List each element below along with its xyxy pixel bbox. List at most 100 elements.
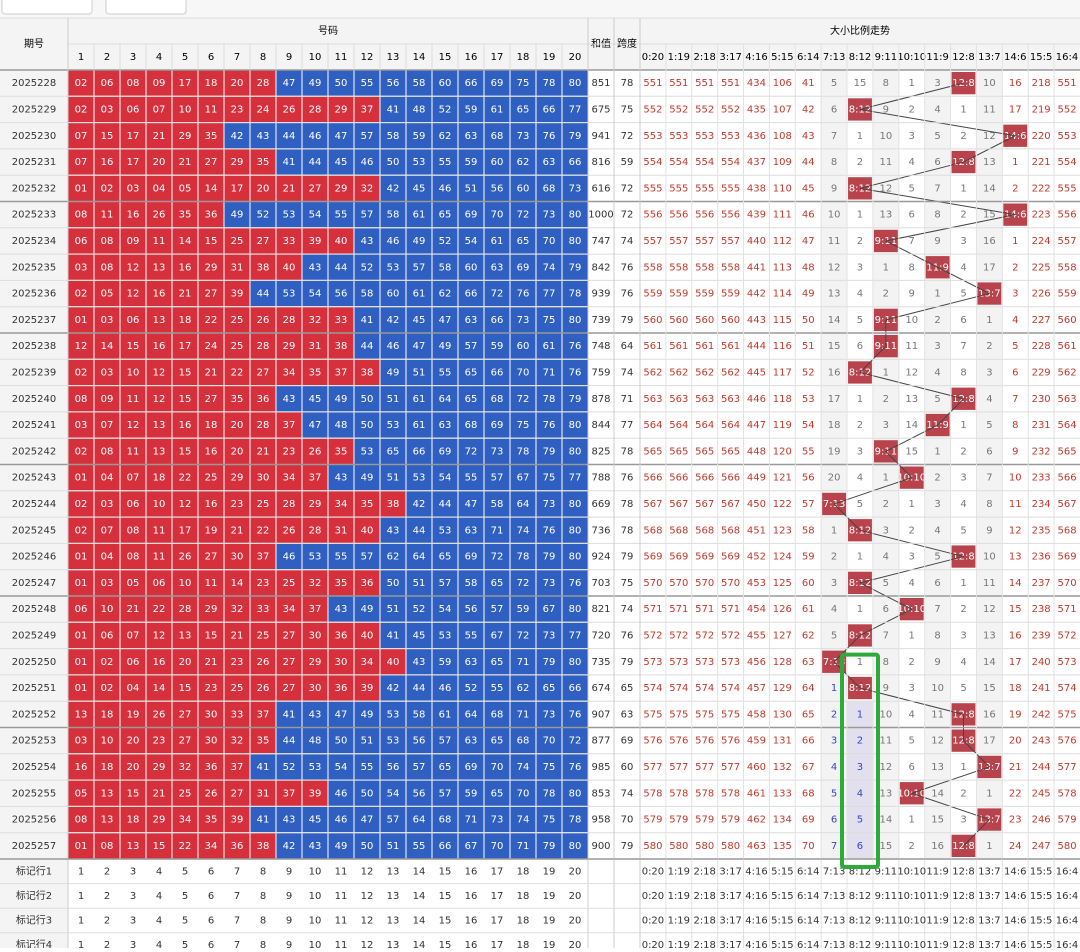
number: 61 bbox=[413, 289, 426, 300]
sum: 736 bbox=[591, 525, 610, 536]
number-cell bbox=[93, 490, 121, 518]
miss-count: 565 bbox=[721, 446, 740, 457]
miss-count: 11 bbox=[983, 578, 996, 589]
number: 25 bbox=[283, 578, 296, 589]
number: 25 bbox=[179, 788, 192, 799]
miss-count: 564 bbox=[721, 420, 740, 431]
miss-count: 8 bbox=[909, 262, 915, 273]
number: 48 bbox=[335, 420, 348, 431]
miss-count: 461 bbox=[747, 788, 766, 799]
number: 14 bbox=[101, 341, 114, 352]
footer-ratio: 2:18 bbox=[693, 866, 715, 877]
number: 45 bbox=[413, 315, 426, 326]
number: 16 bbox=[153, 289, 166, 300]
span: 69 bbox=[621, 736, 634, 747]
miss-count: 1 bbox=[960, 104, 966, 115]
miss-count: 132 bbox=[773, 762, 792, 773]
miss-count: 560 bbox=[1057, 315, 1076, 326]
number-cell bbox=[509, 332, 537, 360]
number: 10 bbox=[179, 578, 192, 589]
number: 05 bbox=[127, 578, 140, 589]
number: 65 bbox=[517, 236, 530, 247]
miss-count: 564 bbox=[695, 420, 714, 431]
miss-count: 579 bbox=[1057, 815, 1076, 826]
number: 13 bbox=[101, 788, 114, 799]
footer-ratio: 0:20 bbox=[642, 891, 664, 902]
number: 46 bbox=[309, 131, 322, 142]
number: 29 bbox=[335, 104, 348, 115]
footer-ratio: 10:10 bbox=[897, 891, 926, 902]
number: 10 bbox=[179, 104, 192, 115]
number: 25 bbox=[257, 630, 270, 641]
miss-count: 563 bbox=[695, 394, 714, 405]
number-cell bbox=[275, 122, 303, 150]
toolbar-button[interactable] bbox=[105, 0, 187, 15]
number: 56 bbox=[413, 736, 426, 747]
number-cell bbox=[431, 95, 459, 124]
miss-count: 6 bbox=[934, 157, 940, 168]
number-cell bbox=[249, 332, 277, 360]
number-cell bbox=[483, 516, 511, 544]
number: 39 bbox=[231, 815, 244, 826]
footer-number: 18 bbox=[517, 940, 530, 948]
header-ratio: 11:9 bbox=[926, 52, 948, 63]
number: 27 bbox=[205, 552, 218, 563]
number-cell bbox=[145, 279, 173, 308]
number: 22 bbox=[179, 841, 192, 852]
toolbar-button[interactable] bbox=[1, 0, 93, 15]
number: 43 bbox=[283, 815, 296, 826]
number: 72 bbox=[569, 736, 582, 747]
miss-count: 69 bbox=[802, 815, 815, 826]
footer-number: 20 bbox=[569, 916, 582, 927]
number: 53 bbox=[309, 762, 322, 773]
footer-ratio: 2:18 bbox=[693, 940, 715, 948]
number: 02 bbox=[75, 499, 88, 510]
number-cell bbox=[145, 358, 173, 387]
number: 71 bbox=[543, 367, 556, 378]
sum: 616 bbox=[591, 183, 610, 194]
number-cell bbox=[249, 621, 277, 650]
number: 03 bbox=[101, 578, 114, 589]
footer-label: 标记行4 bbox=[16, 938, 52, 948]
number-cell bbox=[301, 411, 329, 439]
miss-count: 5 bbox=[857, 815, 863, 826]
number: 04 bbox=[101, 552, 114, 563]
miss-count: 560 bbox=[643, 315, 662, 326]
number-cell bbox=[561, 306, 589, 334]
footer-ratio: 12:8 bbox=[952, 891, 974, 902]
miss-count: 17 bbox=[983, 736, 996, 747]
number: 27 bbox=[231, 788, 244, 799]
number: 69 bbox=[517, 262, 530, 273]
miss-count: 17 bbox=[1009, 657, 1022, 668]
header-number: 14 bbox=[413, 52, 426, 63]
header-number: 17 bbox=[491, 52, 504, 63]
number: 73 bbox=[543, 499, 556, 510]
number: 27 bbox=[205, 394, 218, 405]
number-cell bbox=[379, 279, 407, 308]
number: 68 bbox=[439, 815, 452, 826]
footer-number: 19 bbox=[543, 891, 556, 902]
number: 71 bbox=[517, 709, 530, 720]
footer-ratio: 14:6 bbox=[1004, 891, 1026, 902]
number: 55 bbox=[335, 210, 348, 221]
header-ratio: 3:17 bbox=[719, 52, 741, 63]
header-ratio: 0:20 bbox=[642, 52, 664, 63]
number: 30 bbox=[335, 657, 348, 668]
number: 03 bbox=[101, 315, 114, 326]
number: 66 bbox=[465, 289, 478, 300]
miss-count: 560 bbox=[695, 315, 714, 326]
span: 74 bbox=[621, 788, 634, 799]
miss-count: 8 bbox=[960, 367, 966, 378]
number: 21 bbox=[127, 604, 140, 615]
miss-count: 563 bbox=[643, 394, 662, 405]
number: 57 bbox=[361, 210, 374, 221]
header-ratio: 6:14 bbox=[797, 52, 819, 63]
miss-count: 574 bbox=[721, 683, 740, 694]
header-ratio: 10:10 bbox=[897, 52, 926, 63]
miss-count: 3 bbox=[883, 525, 889, 536]
miss-count: 563 bbox=[669, 394, 688, 405]
miss-count: 1 bbox=[909, 815, 915, 826]
miss-count: 64 bbox=[802, 683, 815, 694]
number: 12 bbox=[75, 341, 88, 352]
sum: 788 bbox=[591, 473, 610, 484]
